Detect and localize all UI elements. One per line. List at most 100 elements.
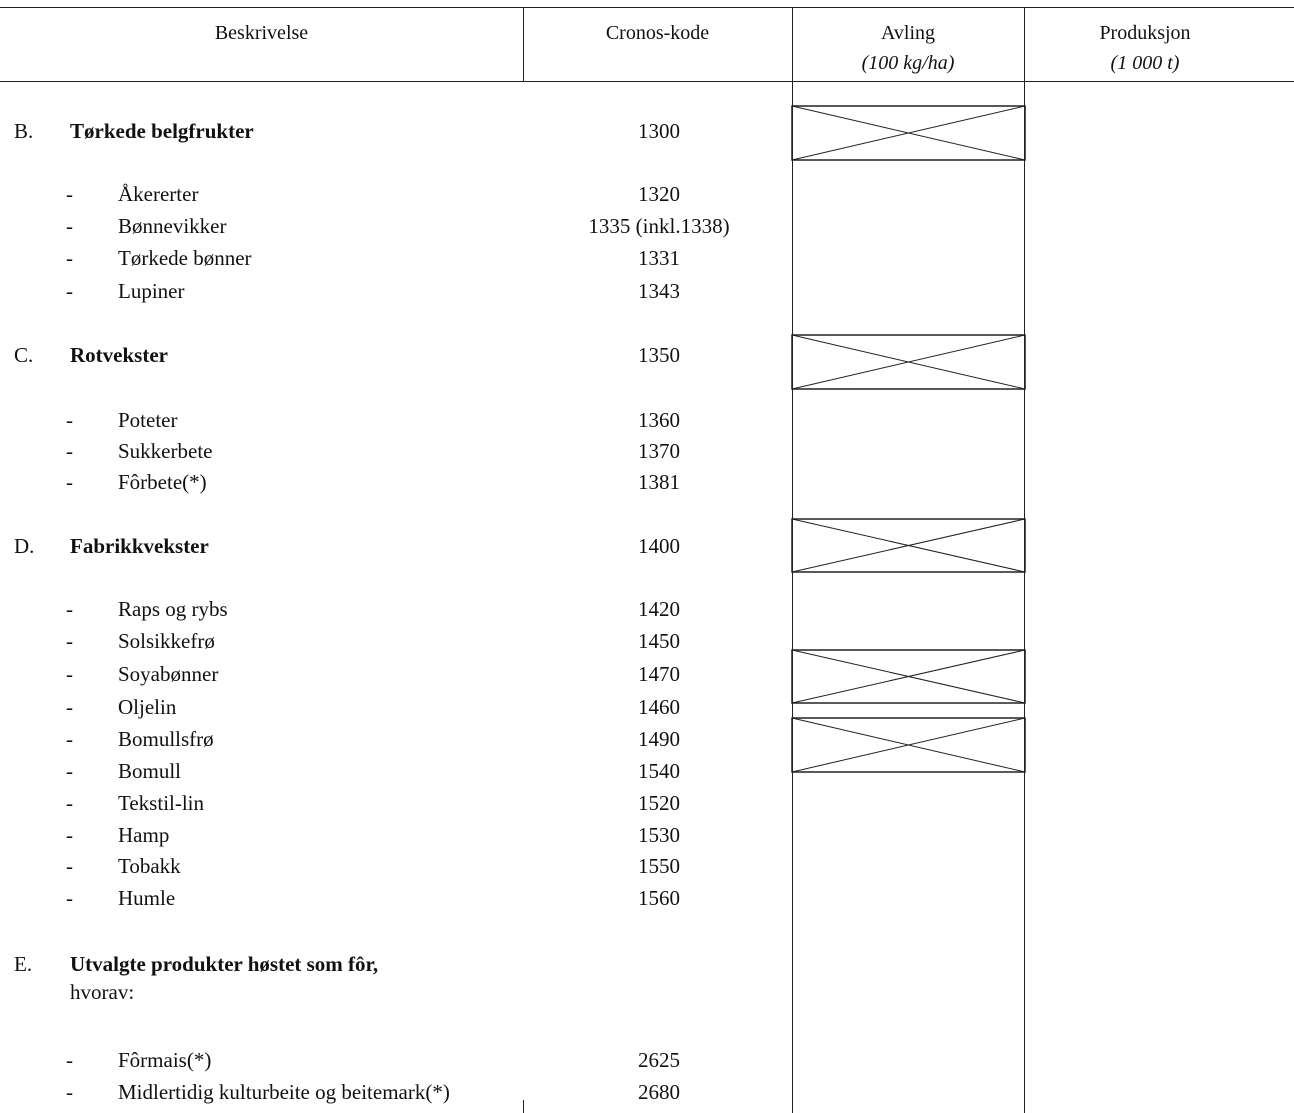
table-row: E. Utvalgte produkter høstet som fôr,: [0, 949, 1294, 979]
bullet-dash: -: [66, 1048, 73, 1072]
section-letter: D.: [14, 534, 35, 558]
bullet-dash: -: [66, 597, 73, 621]
item-label: Bønnevikker: [118, 214, 227, 238]
section-label: Utvalgte produkter høstet som fôr,: [70, 952, 379, 976]
item-label: Tørkede bønner: [118, 246, 252, 270]
item-label: Solsikkefrø: [118, 629, 215, 653]
table-row: D. Fabrikkvekster 1400: [0, 531, 1294, 561]
item-label: Raps og rybs: [118, 597, 228, 621]
header-yield-title: Avling: [880, 22, 936, 44]
na-box-legumes: [791, 105, 1026, 161]
cronos-code: 1520: [638, 791, 680, 815]
table-row: - Tobakk 1550: [0, 851, 1294, 881]
table-row: - Lupiner 1343: [0, 276, 1294, 306]
table-row: - Solsikkefrø 1450: [0, 626, 1294, 656]
table-row: - Poteter 1360: [0, 405, 1294, 435]
bullet-dash: -: [66, 695, 73, 719]
bullet-dash: -: [66, 854, 73, 878]
cronos-code: 1420: [638, 597, 680, 621]
header-top-rule: [0, 7, 1294, 8]
table-row: C. Rotvekster 1350: [0, 340, 1294, 370]
item-label: Bomullsfrø: [118, 727, 214, 751]
bullet-dash: -: [66, 470, 73, 494]
header-production-title: Produksjon: [1099, 22, 1191, 44]
bullet-dash: -: [66, 246, 73, 270]
table-row: - Midlertidig kulturbeite og beitemark(*…: [0, 1077, 1294, 1107]
item-label: Tobakk: [118, 854, 181, 878]
table-row: - Soyabønner 1470: [0, 659, 1294, 689]
bullet-dash: -: [66, 182, 73, 206]
cronos-code: 1470: [638, 662, 680, 686]
item-label: Fôrmais(*): [118, 1048, 212, 1072]
table-row: - Sukkerbete 1370: [0, 436, 1294, 466]
table-row: - Åkererter 1320: [0, 179, 1294, 209]
cronos-code: 1560: [638, 886, 680, 910]
item-label: Fôrbete(*): [118, 470, 207, 494]
cronos-code: 1331: [638, 246, 680, 270]
table-row: - Bønnevikker 1335 (inkl.1338): [0, 211, 1294, 241]
na-box-soybeans: [791, 649, 1026, 704]
item-label: Sukkerbete: [118, 439, 213, 463]
header-production-unit: (1 000 t): [1110, 52, 1180, 74]
table-row: - Bomull 1540: [0, 756, 1294, 786]
item-label: Oljelin: [118, 695, 177, 719]
bullet-dash: -: [66, 759, 73, 783]
bullet-dash: -: [66, 791, 73, 815]
bullet-dash: -: [66, 408, 73, 432]
item-label: Humle: [118, 886, 176, 910]
table-row: - Bomullsfrø 1490: [0, 724, 1294, 754]
table-row: - Raps og rybs 1420: [0, 594, 1294, 624]
item-label: Soyabønner: [118, 662, 219, 686]
table-row: - Tekstil-lin 1520: [0, 788, 1294, 818]
bullet-dash: -: [66, 823, 73, 847]
table-row: B. Tørkede belgfrukter 1300: [0, 116, 1294, 146]
section-letter: E.: [14, 952, 33, 976]
cronos-code: 1300: [638, 119, 680, 143]
cronos-code: 1460: [638, 695, 680, 719]
cronos-code: 2625: [638, 1048, 680, 1072]
table-row: - Fôrmais(*) 2625: [0, 1045, 1294, 1075]
item-label: Hamp: [118, 823, 170, 847]
divider-code-col-bottom: [523, 1100, 524, 1113]
item-label: Bomull: [118, 759, 182, 783]
bullet-dash: -: [66, 629, 73, 653]
table-row: - Fôrbete(*) 1381: [0, 467, 1294, 497]
table-row: - Oljelin 1460: [0, 692, 1294, 722]
na-box-industrial-crops: [791, 518, 1026, 573]
bullet-dash: -: [66, 214, 73, 238]
item-label: Åkererter: [118, 182, 199, 206]
cronos-code: 1381: [638, 470, 680, 494]
table-row: - Hamp 1530: [0, 820, 1294, 850]
table-row: - Tørkede bønner 1331: [0, 243, 1294, 273]
item-label: Poteter: [118, 408, 178, 432]
section-note: hvorav:: [70, 980, 135, 1004]
item-label: Midlertidig kulturbeite og beitemark(*): [118, 1080, 450, 1104]
header-code-label: Cronos-kode: [605, 22, 710, 44]
section-label: Rotvekster: [70, 343, 168, 367]
table-row: - Humle 1560: [0, 883, 1294, 913]
header-description: Beskrivelse: [0, 18, 523, 48]
table-row: hvorav:: [0, 977, 1294, 1007]
bullet-dash: -: [66, 662, 73, 686]
bullet-dash: -: [66, 727, 73, 751]
cronos-code: 1490: [638, 727, 680, 751]
cronos-code: 1540: [638, 759, 680, 783]
header-yield-unit: (100 kg/ha): [861, 52, 955, 74]
header-yield: Avling (100 kg/ha): [792, 18, 1024, 78]
section-letter: B.: [14, 119, 34, 143]
item-label: Lupiner: [118, 279, 185, 303]
divider-code-col: [523, 7, 524, 81]
cronos-code: 1530: [638, 823, 680, 847]
header-production: Produksjon (1 000 t): [1024, 18, 1266, 78]
cronos-code: 1450: [638, 629, 680, 653]
na-box-root-crops: [791, 334, 1026, 390]
bullet-dash: -: [66, 279, 73, 303]
cronos-code: 2680: [638, 1080, 680, 1104]
cronos-code: 1335 (inkl.1338): [588, 214, 730, 238]
bullet-dash: -: [66, 439, 73, 463]
na-box-cotton: [791, 717, 1026, 773]
cronos-code: 1370: [638, 439, 680, 463]
header-code: Cronos-kode: [523, 18, 792, 48]
section-label: Fabrikkvekster: [70, 534, 209, 558]
